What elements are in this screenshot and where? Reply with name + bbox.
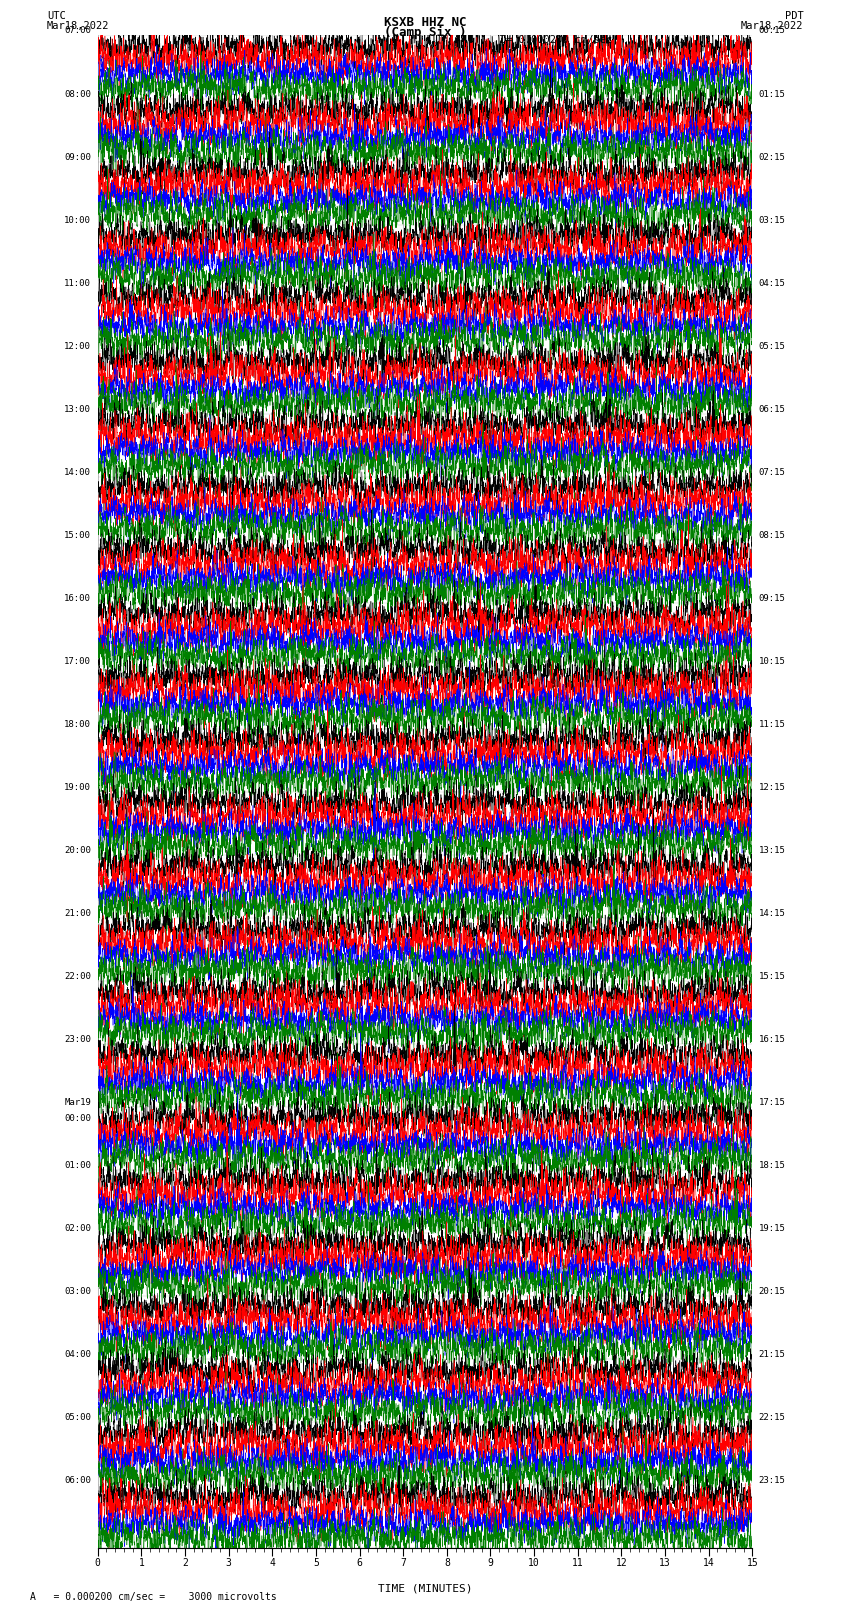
Text: 20:00: 20:00 (65, 847, 91, 855)
Text: 10: 10 (528, 1558, 540, 1568)
Text: UTC: UTC (47, 11, 65, 21)
Text: 11: 11 (572, 1558, 584, 1568)
Text: 23:00: 23:00 (65, 1036, 91, 1044)
Text: 06:00: 06:00 (65, 1476, 91, 1486)
Text: 15:00: 15:00 (65, 531, 91, 540)
Text: 9: 9 (488, 1558, 493, 1568)
Text: 3: 3 (226, 1558, 231, 1568)
Text: Mar18,2022: Mar18,2022 (740, 21, 803, 31)
Text: 03:00: 03:00 (65, 1287, 91, 1297)
Text: 01:00: 01:00 (65, 1161, 91, 1171)
Text: 5: 5 (313, 1558, 319, 1568)
Text: 15: 15 (746, 1558, 758, 1568)
Text: 22:15: 22:15 (759, 1413, 785, 1423)
Text: 05:15: 05:15 (759, 342, 785, 350)
Text: 17:00: 17:00 (65, 656, 91, 666)
Text: KSXB HHZ NC: KSXB HHZ NC (383, 16, 467, 29)
Text: 19:15: 19:15 (759, 1224, 785, 1234)
Text: 00:00: 00:00 (65, 1115, 91, 1123)
Text: 00:15: 00:15 (759, 26, 785, 35)
Text: 09:00: 09:00 (65, 153, 91, 161)
Text: 13:00: 13:00 (65, 405, 91, 415)
Text: 10:15: 10:15 (759, 656, 785, 666)
Text: 4: 4 (269, 1558, 275, 1568)
Text: 19:00: 19:00 (65, 782, 91, 792)
Text: 03:15: 03:15 (759, 216, 785, 224)
Text: 07:15: 07:15 (759, 468, 785, 477)
Text: (Camp Six ): (Camp Six ) (383, 26, 467, 39)
Text: PDT: PDT (785, 11, 803, 21)
Text: A   = 0.000200 cm/sec =    3000 microvolts: A = 0.000200 cm/sec = 3000 microvolts (30, 1592, 276, 1602)
Text: 20:15: 20:15 (759, 1287, 785, 1297)
Text: 09:15: 09:15 (759, 594, 785, 603)
Text: 8: 8 (444, 1558, 450, 1568)
Text: 1: 1 (139, 1558, 145, 1568)
Text: = 0.000200 cm/sec: = 0.000200 cm/sec (506, 35, 612, 45)
Text: 21:15: 21:15 (759, 1350, 785, 1360)
Text: 02:15: 02:15 (759, 153, 785, 161)
Text: 10:00: 10:00 (65, 216, 91, 224)
Text: 05:00: 05:00 (65, 1413, 91, 1423)
Text: 17:15: 17:15 (759, 1098, 785, 1107)
Text: 07:00: 07:00 (65, 26, 91, 35)
Text: 01:15: 01:15 (759, 90, 785, 98)
Text: TIME (MINUTES): TIME (MINUTES) (377, 1582, 473, 1594)
Text: 16:00: 16:00 (65, 594, 91, 603)
Text: 21:00: 21:00 (65, 910, 91, 918)
Text: 02:00: 02:00 (65, 1224, 91, 1234)
Text: 14: 14 (703, 1558, 715, 1568)
Text: 18:15: 18:15 (759, 1161, 785, 1171)
Text: 11:15: 11:15 (759, 719, 785, 729)
Text: 08:00: 08:00 (65, 90, 91, 98)
Text: 18:00: 18:00 (65, 719, 91, 729)
Text: 11:00: 11:00 (65, 279, 91, 287)
Text: 7: 7 (400, 1558, 406, 1568)
Text: 22:00: 22:00 (65, 973, 91, 981)
Text: 0: 0 (95, 1558, 100, 1568)
Text: Mar19: Mar19 (65, 1098, 91, 1107)
Text: I: I (499, 35, 506, 45)
Text: 12:15: 12:15 (759, 782, 785, 792)
Text: 15:15: 15:15 (759, 973, 785, 981)
Text: 23:15: 23:15 (759, 1476, 785, 1486)
Text: 6: 6 (357, 1558, 362, 1568)
Text: 16:15: 16:15 (759, 1036, 785, 1044)
Text: 04:00: 04:00 (65, 1350, 91, 1360)
Text: 12:00: 12:00 (65, 342, 91, 350)
Text: Mar18,2022: Mar18,2022 (47, 21, 110, 31)
Text: 06:15: 06:15 (759, 405, 785, 415)
Text: 2: 2 (182, 1558, 188, 1568)
Text: 13:15: 13:15 (759, 847, 785, 855)
Text: 08:15: 08:15 (759, 531, 785, 540)
Text: 13: 13 (659, 1558, 671, 1568)
Text: 04:15: 04:15 (759, 279, 785, 287)
Text: 14:15: 14:15 (759, 910, 785, 918)
Text: 12: 12 (615, 1558, 627, 1568)
Text: 14:00: 14:00 (65, 468, 91, 477)
